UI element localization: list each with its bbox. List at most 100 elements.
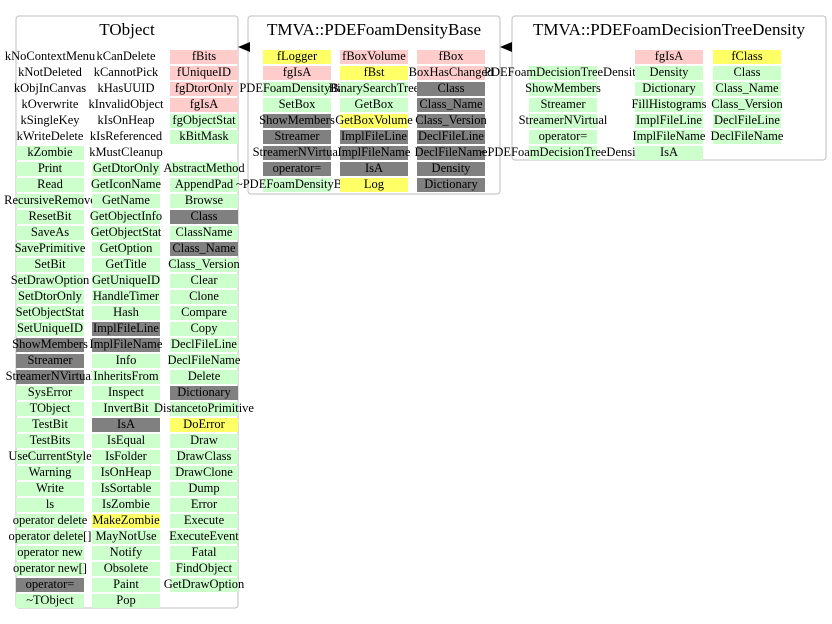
member-name: fBox (439, 49, 465, 63)
member-cell (92, 242, 160, 256)
member-name: Obsolete (104, 561, 149, 575)
member-name: GetOption (100, 241, 154, 255)
member-name: kCanDelete (96, 49, 155, 63)
member-name: DeclFileLine (418, 129, 484, 143)
member-cell (16, 242, 84, 256)
member-cell (170, 402, 238, 416)
member-name: Class_Version (415, 113, 487, 127)
member-cell (16, 418, 84, 432)
member-cell (92, 386, 160, 400)
member-cell (263, 162, 331, 176)
member-name: IsA (117, 417, 135, 431)
member-name: DrawClass (177, 449, 232, 463)
member-name: ShowMembers (12, 337, 88, 351)
class-title: TMVA::PDEFoamDecisionTreeDensity (533, 20, 806, 39)
member-name: fUniqueID (177, 65, 231, 79)
member-name: ShowMembers (259, 113, 335, 127)
member-cell (170, 434, 238, 448)
member-cell (92, 162, 160, 176)
member-name: kOverwrite (22, 97, 79, 111)
member-cell (340, 50, 408, 64)
member-cell (713, 130, 781, 144)
member-name: Log (364, 177, 385, 191)
member-cell (92, 546, 160, 560)
member-cell (92, 562, 160, 576)
member-cell (417, 178, 485, 192)
member-name: DrawClone (175, 465, 233, 479)
member-name: AppendPad (175, 177, 234, 191)
member-name: GetIconName (91, 177, 162, 191)
member-name: Copy (190, 321, 218, 335)
member-name: BinarySearchTree (329, 81, 420, 95)
member-cell (263, 178, 331, 192)
member-cell (340, 66, 408, 80)
member-cell (170, 162, 238, 176)
member-cell (170, 354, 238, 368)
member-cell (340, 146, 408, 160)
member-cell (635, 98, 703, 112)
member-cell (92, 450, 160, 464)
member-name: ImplFileLine (93, 321, 159, 335)
member-name: Read (37, 177, 63, 191)
member-name: HandleTimer (93, 289, 160, 303)
member-name: ImplFileLine (341, 129, 407, 143)
member-name: ImplFileName (90, 337, 163, 351)
member-name: StreamerNVirtual (6, 369, 95, 383)
member-name: GetUniqueID (92, 273, 160, 287)
member-cell (16, 370, 84, 384)
member-name: Clone (189, 289, 219, 303)
inheritance-arrow (500, 42, 512, 52)
member-cell (170, 450, 238, 464)
member-cell (263, 82, 331, 96)
member-name: ~PDEFoamDensityBase (236, 177, 358, 191)
member-cell (92, 578, 160, 592)
member-cell (713, 82, 781, 96)
member-name: kIsReferenced (90, 129, 163, 143)
member-name: MakeZombie (92, 513, 160, 527)
member-cell (417, 66, 485, 80)
member-cell (170, 226, 238, 240)
member-cell (16, 578, 84, 592)
member-name: InvertBit (103, 401, 149, 415)
member-cell (170, 290, 238, 304)
member-name: UseCurrentStyle (8, 449, 92, 463)
member-name: Streamer (27, 353, 73, 367)
member-cell (417, 162, 485, 176)
member-cell (529, 66, 597, 80)
member-cell (340, 114, 408, 128)
member-name: Pop (116, 593, 135, 607)
member-cell (92, 466, 160, 480)
member-cell (635, 50, 703, 64)
member-cell (16, 594, 84, 608)
member-cell (635, 146, 703, 160)
member-name: GetBoxVolume (335, 113, 413, 127)
member-cell (16, 530, 84, 544)
member-cell (263, 146, 331, 160)
member-name: Streamer (274, 129, 320, 143)
member-cell (635, 130, 703, 144)
member-cell (170, 274, 238, 288)
member-name: InheritsFrom (93, 369, 159, 383)
member-name: PDEFoamDensityBase (239, 81, 355, 95)
member-name: Streamer (540, 97, 586, 111)
member-name: Paint (113, 577, 139, 591)
member-name: SetBox (279, 97, 317, 111)
member-name: operator= (26, 577, 75, 591)
member-cell (170, 466, 238, 480)
member-cell (170, 546, 238, 560)
member-name: BoxHasChanged (409, 65, 494, 79)
member-name: IsEqual (107, 433, 146, 447)
member-cell (92, 482, 160, 496)
member-cell (340, 98, 408, 112)
member-cell (92, 370, 160, 384)
member-cell (170, 386, 238, 400)
member-cell (170, 50, 238, 64)
member-cell (92, 306, 160, 320)
member-name: fgIsA (655, 49, 683, 63)
member-name: operator delete[] (9, 529, 92, 543)
member-name: Info (116, 353, 137, 367)
member-name: IsOnHeap (101, 465, 152, 479)
member-name: kIsOnHeap (98, 113, 155, 127)
member-name: FindObject (176, 561, 233, 575)
member-name: Draw (190, 433, 218, 447)
